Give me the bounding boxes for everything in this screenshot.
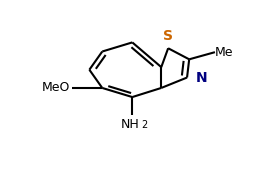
Text: Me: Me	[215, 46, 234, 59]
Text: N: N	[196, 70, 207, 84]
Text: S: S	[163, 29, 173, 43]
Text: NH: NH	[121, 118, 140, 131]
Text: MeO: MeO	[42, 81, 70, 94]
Text: 2: 2	[141, 120, 147, 130]
